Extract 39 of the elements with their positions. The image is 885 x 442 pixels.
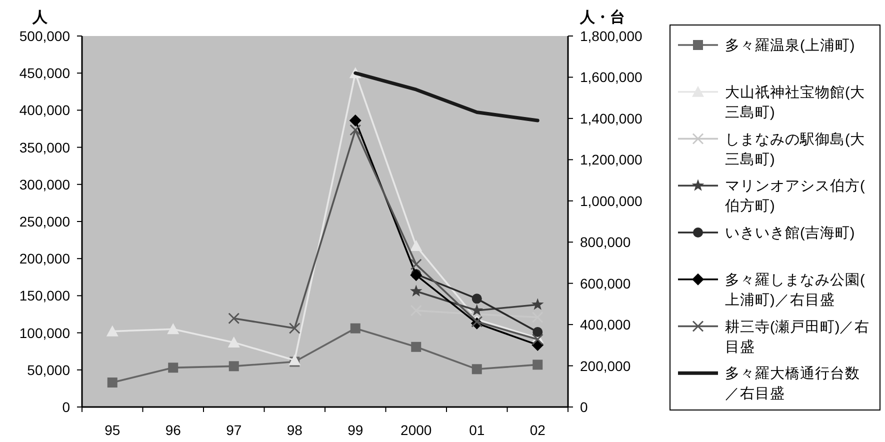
legend-label: いきいき館(吉海町): [725, 224, 855, 242]
x-tick-label: 95: [104, 422, 120, 438]
x-tick-label: 2000: [400, 422, 432, 438]
x-tick-label: 96: [165, 422, 182, 438]
y2-tick-label: 1,200,000: [580, 152, 642, 168]
y-tick-label: 50,000: [27, 362, 70, 378]
x-tick-label: 99: [348, 422, 364, 438]
x-tick-label: 01: [469, 422, 485, 438]
legend-label: マリンオアシス伯方(伯方町): [724, 178, 865, 215]
y-tick-label: 0: [62, 399, 70, 415]
y-tick-label: 300,000: [19, 176, 70, 192]
y-tick-label: 200,000: [19, 250, 70, 267]
legend-label: 多々羅温泉(上浦町): [725, 37, 855, 54]
legend-label: 多々羅しまなみ公園(上浦町)／右目盛: [725, 271, 865, 308]
y-tick-label: 250,000: [19, 214, 70, 230]
y2-tick-label: 1,600,000: [580, 69, 642, 86]
y-tick-label: 150,000: [19, 288, 70, 304]
x-tick-label: 02: [530, 422, 546, 438]
y-tick-label: 100,000: [19, 324, 70, 341]
legend-label: 多々羅大橋通行台数／右目盛: [725, 365, 860, 402]
y-tick-label: 450,000: [19, 65, 70, 82]
y2-tick-label: 1,800,000: [580, 28, 642, 44]
x-tick-label: 98: [286, 422, 303, 438]
y2-tick-label: 0: [580, 399, 588, 415]
y2-tick-label: 200,000: [580, 358, 631, 374]
y2-axis-title: 人・台: [579, 9, 625, 26]
y2-tick-label: 800,000: [580, 234, 631, 250]
y-tick-label: 350,000: [19, 139, 70, 156]
legend-label: 耕三寺(瀬戸田町)／右目盛: [725, 318, 870, 356]
y2-tick-label: 1,400,000: [580, 110, 642, 126]
x-tick-label: 97: [226, 422, 242, 438]
y2-tick-label: 600,000: [580, 275, 631, 292]
legend-label: しまなみの駅御島(大三島町): [725, 130, 865, 168]
y-tick-label: 500,000: [19, 28, 70, 44]
y2-tick-label: 400,000: [580, 316, 631, 333]
y2-tick-label: 1,000,000: [580, 192, 642, 209]
y-tick-label: 400,000: [19, 102, 70, 118]
y-axis-title: 人: [32, 9, 48, 26]
legend-label: 大山祇神社宝物館(大三島町): [725, 84, 865, 121]
